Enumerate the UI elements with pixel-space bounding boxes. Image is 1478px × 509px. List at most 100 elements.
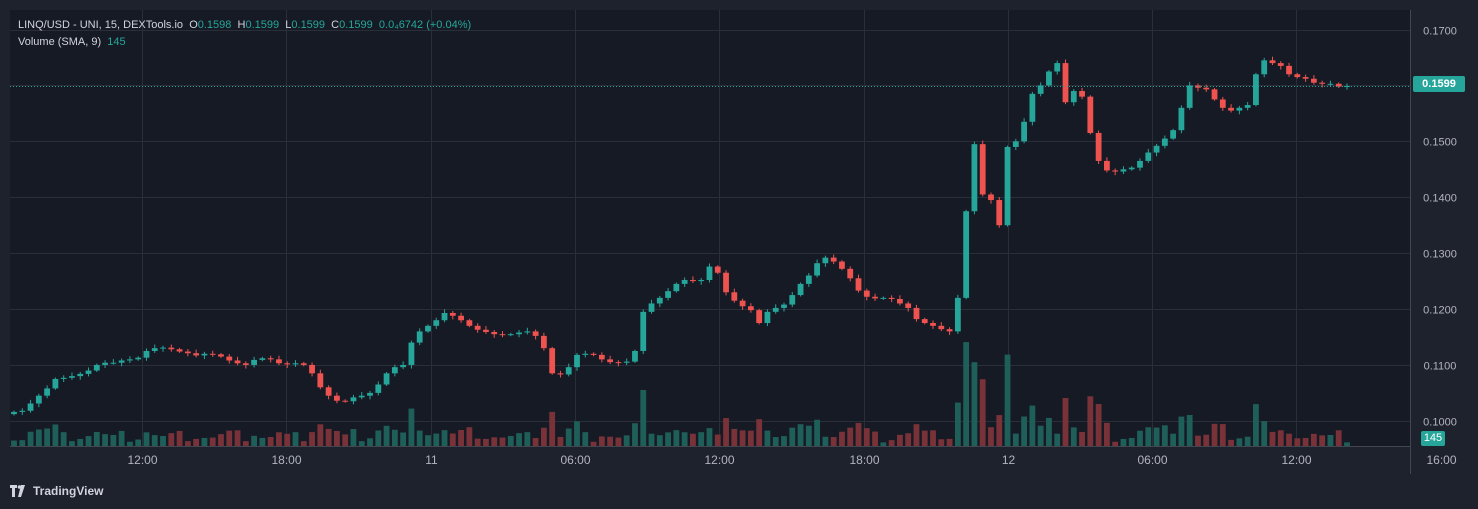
volume-bar	[863, 428, 870, 446]
volume-bar	[805, 425, 812, 446]
legend-symbol[interactable]: LINQ/USD - UNI, 15, DEXTools.io	[18, 19, 184, 31]
candle-body	[731, 292, 738, 301]
volume-bar	[714, 434, 721, 446]
volume-bar	[1120, 438, 1127, 446]
legend-volume-label[interactable]: Volume (SMA, 9)	[18, 36, 102, 48]
candle-body	[814, 263, 821, 276]
volume-bar	[516, 433, 522, 446]
x-tick-label: 12:00	[704, 453, 734, 467]
volume-bar	[300, 441, 307, 446]
candle-body	[1029, 93, 1036, 122]
candle-body	[300, 363, 307, 365]
volume-bar	[52, 424, 59, 446]
candle-body	[623, 361, 630, 363]
candle-body	[383, 373, 390, 385]
candle-body	[1112, 170, 1119, 172]
candle-body	[772, 307, 779, 312]
candle-body	[19, 410, 26, 412]
volume-bar	[747, 430, 754, 446]
volume-bar	[1153, 427, 1160, 446]
candle-body	[69, 376, 75, 378]
candle-body	[425, 325, 431, 332]
candle-body	[1137, 160, 1143, 168]
candle-body	[673, 283, 680, 292]
volume-bar	[905, 433, 912, 446]
y-tick-label: 0.1200	[1423, 305, 1457, 317]
y-tick-label: 0.1500	[1423, 137, 1457, 149]
candle-body	[524, 331, 531, 333]
volume-bar	[441, 430, 448, 446]
legend-low-label: L	[285, 19, 292, 31]
candle-body	[1046, 71, 1052, 86]
candle-body	[963, 211, 970, 298]
candle-body	[209, 353, 216, 355]
candle-body	[1120, 169, 1127, 172]
candle-body	[839, 261, 845, 269]
volume-bar	[847, 427, 854, 446]
candle-body	[739, 300, 746, 307]
volume-bar	[797, 424, 804, 446]
volume-bar	[127, 441, 133, 446]
candle-body	[408, 342, 415, 365]
candle-body	[756, 310, 763, 324]
grid	[10, 10, 1410, 446]
volume-bar	[35, 429, 42, 446]
x-tick-label: 06:00	[560, 453, 590, 467]
candle-body	[913, 307, 920, 320]
volume-bar	[425, 435, 431, 446]
volume-bar	[1219, 424, 1226, 446]
volume-bar	[1021, 416, 1027, 446]
volume-bar	[839, 431, 845, 446]
time-axis[interactable]: 12:00 18:00 11 06:00 12:00 18:00 12 06:00 12:00 1…	[127, 453, 1456, 467]
volume-bar	[201, 437, 208, 446]
volume-bar	[449, 433, 456, 446]
volume-bar	[789, 427, 796, 446]
candle-body	[582, 353, 589, 355]
candle-body	[309, 364, 315, 374]
volume-bar	[963, 342, 970, 446]
volume-bar	[466, 427, 473, 446]
volume-bar	[1062, 398, 1069, 446]
volume-bar	[1161, 425, 1168, 446]
volume-bar	[118, 430, 125, 446]
volume-bar	[855, 422, 862, 446]
volume-bar	[830, 437, 837, 446]
candle-body	[822, 257, 829, 264]
volume-bar	[1286, 433, 1292, 446]
candle-body	[971, 144, 978, 212]
candles	[11, 56, 1350, 416]
candle-body	[1004, 146, 1011, 226]
candle-body	[1277, 63, 1284, 66]
y-tick-label: 0.1100	[1424, 361, 1457, 373]
candle-body	[1269, 60, 1276, 64]
volume-bar	[913, 424, 920, 446]
volume-bar	[532, 438, 539, 446]
volume-bar	[85, 436, 92, 446]
volume-bar	[880, 442, 887, 446]
candle-body	[507, 334, 514, 336]
candle-body	[723, 272, 729, 293]
candle-body	[988, 194, 994, 201]
volume-bar	[1037, 425, 1044, 446]
tradingview-logo[interactable]: TradingView	[10, 484, 103, 498]
volume-bar	[739, 430, 746, 446]
candle-body	[1253, 74, 1259, 106]
candle-body	[267, 358, 274, 360]
x-tick-label: 12	[1002, 453, 1016, 467]
volume-bar	[1178, 416, 1185, 446]
candle-body	[201, 353, 208, 356]
candle-body	[996, 200, 1003, 226]
candle-body	[557, 373, 564, 375]
volume-bar	[1170, 433, 1177, 446]
last-volume-tag: 145	[1421, 431, 1445, 446]
volume-bar	[764, 430, 771, 446]
volume-bar	[160, 435, 166, 446]
volume-bar	[598, 436, 605, 446]
candle-body	[764, 311, 771, 324]
volume-bar	[151, 435, 158, 446]
candle-body	[1161, 138, 1168, 146]
y-tick-label: 0.1300	[1423, 249, 1457, 261]
volume-bars	[11, 342, 1350, 446]
volume-bar	[690, 433, 696, 446]
